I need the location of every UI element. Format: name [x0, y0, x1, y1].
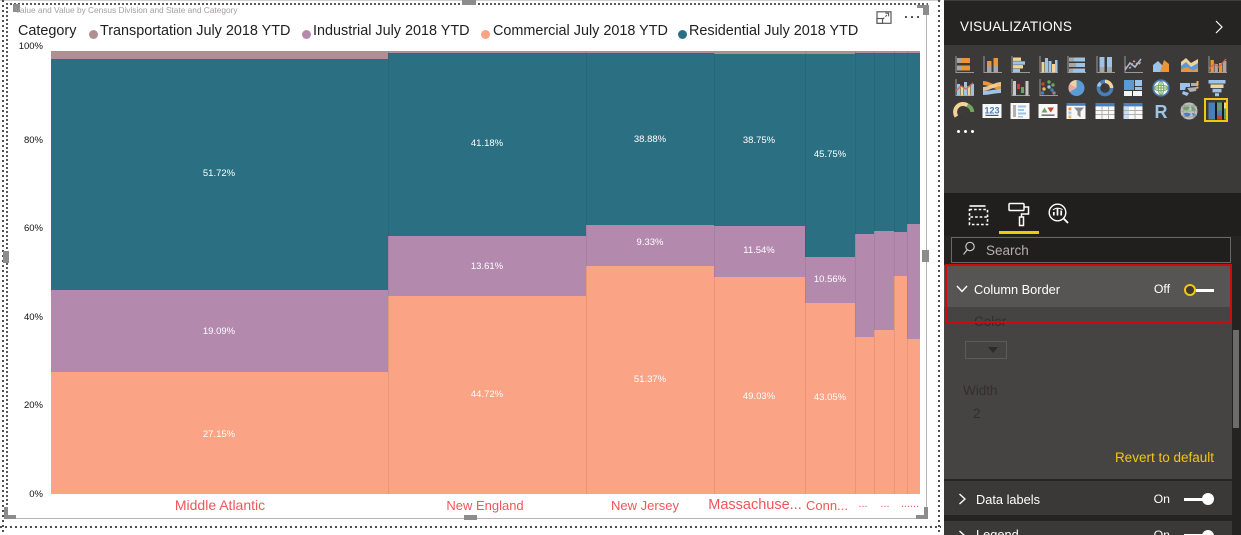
svg-text:123: 123 — [984, 106, 999, 116]
svg-text:R: R — [1155, 102, 1168, 121]
